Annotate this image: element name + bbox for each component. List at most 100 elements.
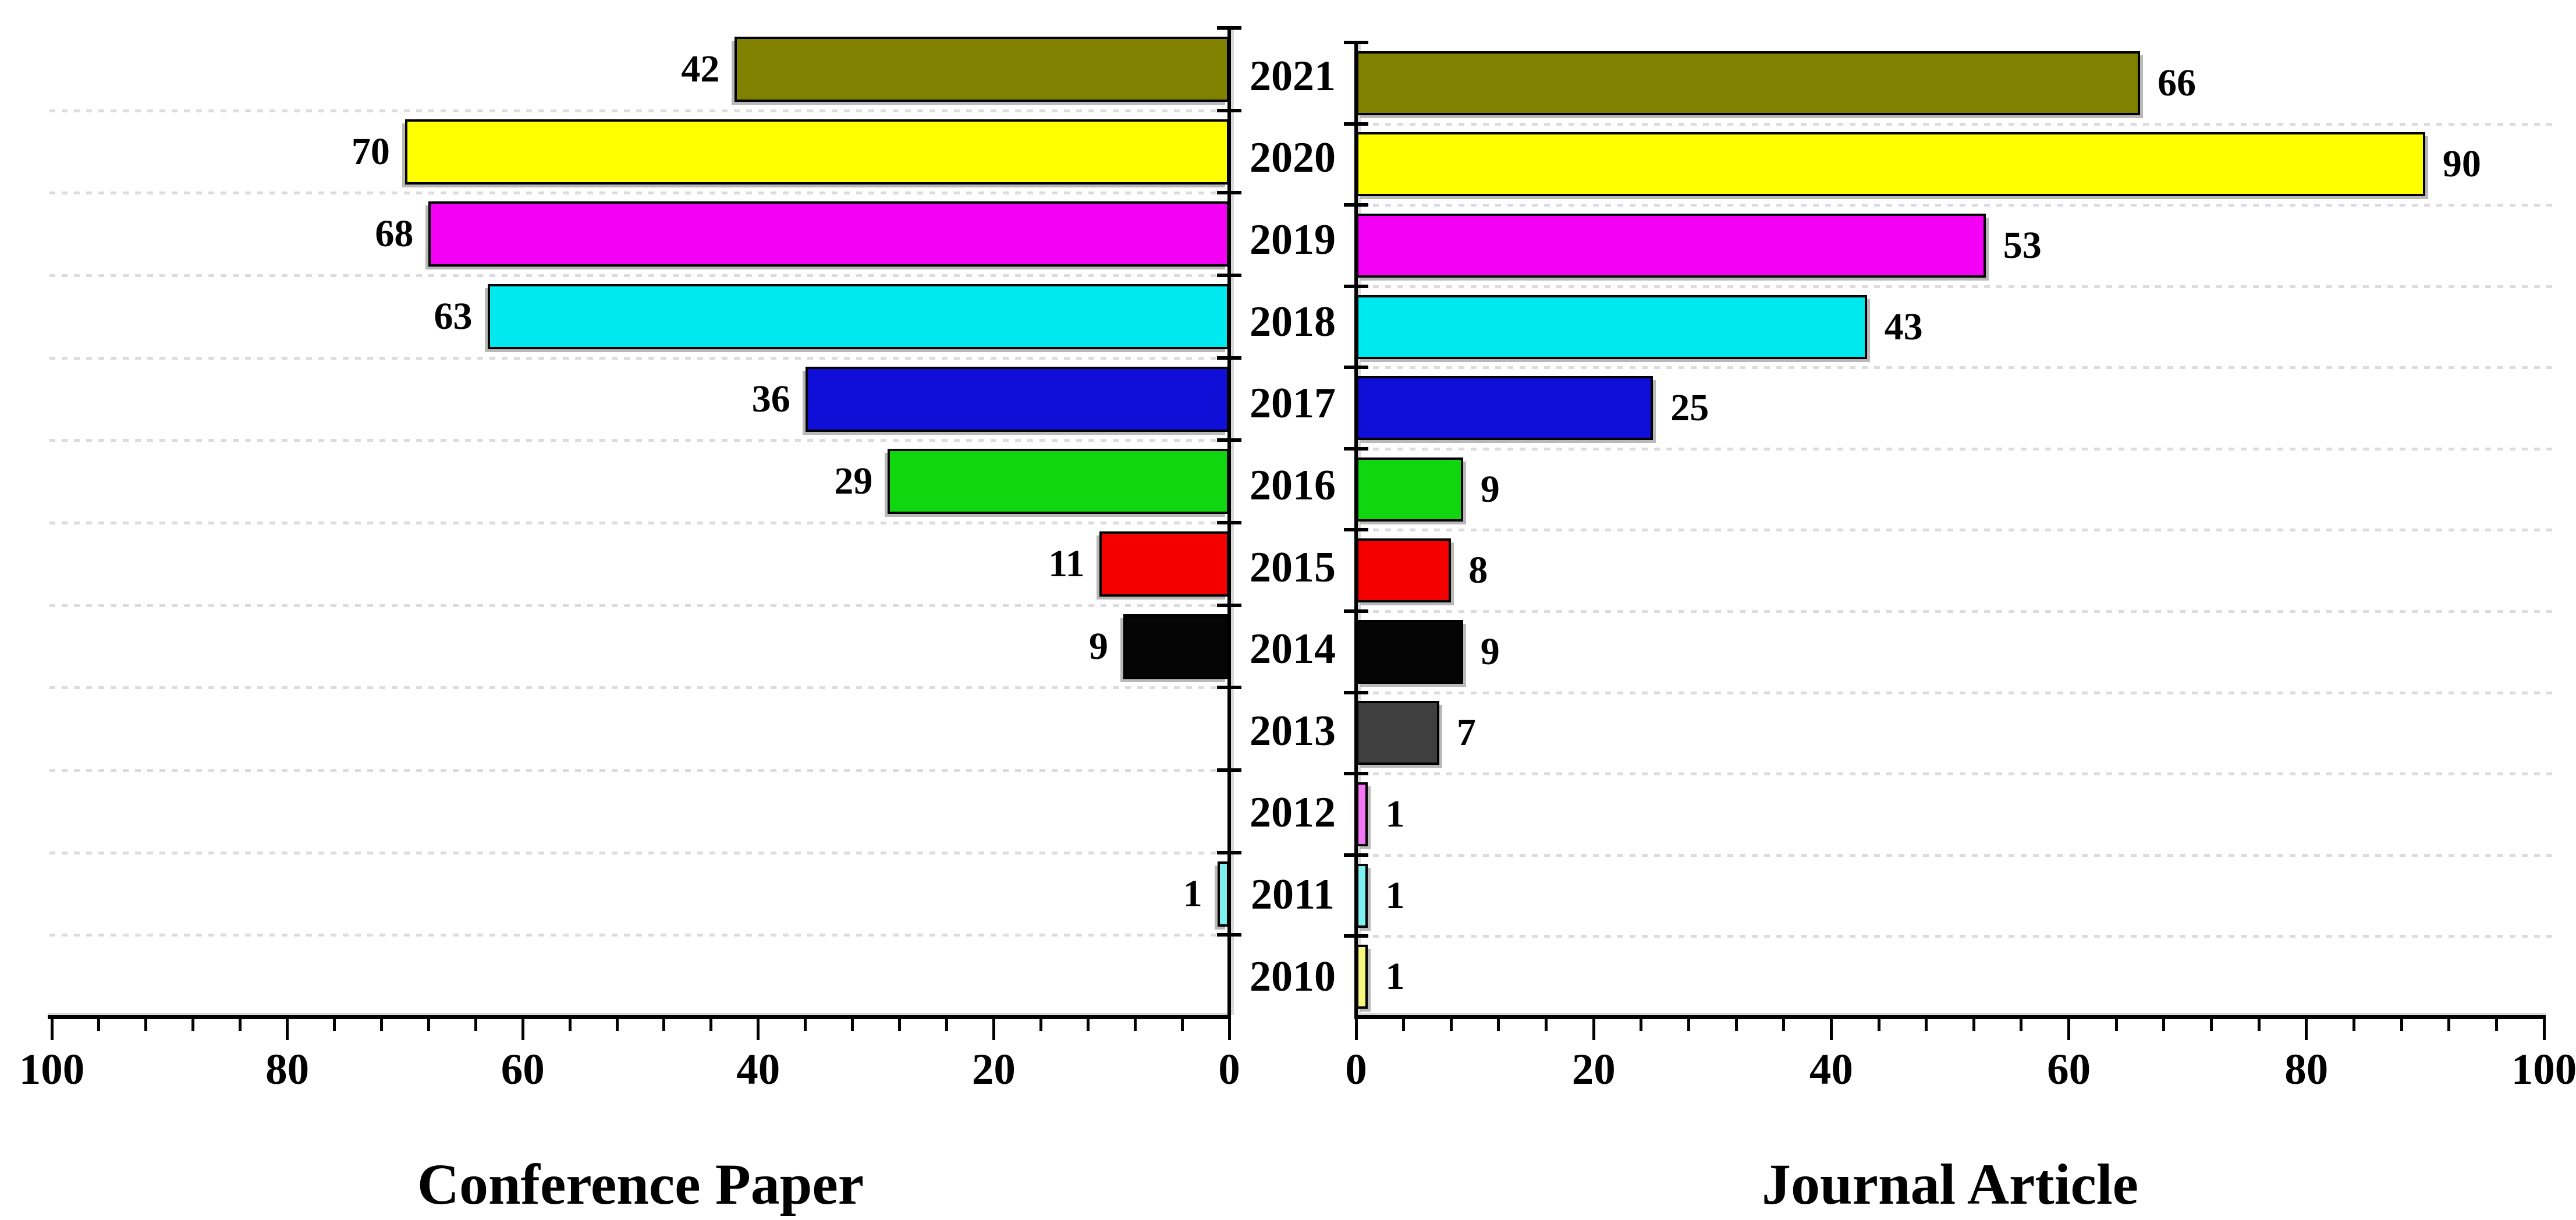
gridline-right [1361,529,2556,532]
right-axis-tick [1344,446,1368,451]
right-axis-tick-label: 80 [2284,1045,2329,1094]
gridline-right [1361,285,2556,288]
right-axis-major-tick [1592,1019,1595,1040]
left-axis-tick [1217,356,1241,360]
year-label-2021: 2021 [1250,52,1336,100]
left-axis-minor-tick [239,1019,242,1031]
bar-2018-journal [1356,295,1867,359]
year-label-2016: 2016 [1250,461,1336,509]
left-axis-minor-tick [709,1019,713,1031]
gridline-left [49,356,1225,360]
right-axis-shadow [1358,41,1361,1015]
bar-2014-journal [1356,619,1463,684]
bar-2015-journal [1356,538,1452,603]
value-label-journal-2017: 25 [1670,386,1709,430]
bar-2019-journal [1356,213,1986,278]
right-axis-tick [1344,609,1368,613]
left-axis-minor-tick [97,1019,101,1031]
gridline-right [1361,122,2556,126]
left-axis-tick [1217,438,1241,442]
right-axis-tick [1344,284,1368,288]
bar-2018-conference [487,283,1229,349]
right-axis-tick-label: 20 [1571,1045,1616,1094]
right-axis-minor-tick [1782,1019,1786,1031]
right-axis-tick [1344,122,1368,126]
value-label-conference-2019: 68 [375,212,414,256]
right-axis-tick-label: 40 [1809,1045,1853,1094]
left-axis-minor-tick [945,1019,948,1031]
right-axis-tick [1344,528,1368,532]
left-axis-tick-label: 20 [971,1045,1016,1094]
gridline-left [49,851,1225,854]
left-axis-tick [1217,26,1241,30]
value-label-journal-2021: 66 [2158,61,2197,104]
right-axis-minor-tick [2257,1019,2261,1031]
left-axis-minor-tick [144,1019,148,1031]
right-axis-minor-tick [1545,1019,1548,1031]
value-label-journal-2015: 8 [1468,549,1488,592]
left-axis-tick-label: 100 [19,1045,85,1094]
bar-2021-conference [735,36,1229,102]
bar-2019-conference [428,201,1229,267]
left-axis-tick [1217,686,1241,690]
right-axis-major-tick [1829,1019,1833,1040]
left-axis-major-tick [757,1019,760,1040]
right-axis-tick [1344,203,1368,207]
left-axis-major-tick [521,1019,524,1040]
left-axis-shadow [1231,26,1234,1015]
right-axis-minor-tick [1734,1019,1738,1031]
bar-2021-journal [1356,51,2141,115]
gridline-right [1361,447,2556,451]
left-axis-minor-tick [474,1019,477,1031]
left-axis-minor-tick [379,1019,383,1031]
left-axis-tick-label: 60 [501,1045,545,1094]
year-label-2014: 2014 [1250,625,1336,673]
value-label-conference-2018: 63 [434,295,473,338]
bar-2015-conference [1099,531,1229,597]
left-axis-minor-tick [1039,1019,1042,1031]
gridline-right [1361,772,2556,776]
value-label-conference-2017: 36 [751,377,790,420]
value-label-conference-2021: 42 [681,47,720,90]
right-axis-minor-tick [1402,1019,1406,1031]
bar-2020-journal [1356,132,2425,197]
gridline-right [1361,691,2556,694]
value-label-journal-2011: 1 [1385,874,1405,917]
year-label-2010: 2010 [1250,952,1336,1001]
gridline-right [1361,204,2556,207]
right-axis-tick [1344,690,1368,694]
right-axis-tick-label: 100 [2511,1045,2576,1094]
left-axis-major-tick [1227,1019,1231,1040]
right-axis-tick [1344,366,1368,370]
year-label-2012: 2012 [1250,789,1336,837]
right-axis-tick-label: 0 [1345,1045,1367,1094]
left-axis-minor-tick [568,1019,572,1031]
right-axis-minor-tick [2352,1019,2355,1031]
right-axis-minor-tick [1877,1019,1880,1031]
right-axis-minor-tick [2114,1019,2118,1031]
gridline-right [1361,853,2556,857]
year-label-2020: 2020 [1250,134,1336,182]
right-axis-tick [1344,853,1368,857]
left-axis-tick-label: 40 [736,1045,780,1094]
value-label-conference-2015: 11 [1048,542,1085,585]
year-label-2015: 2015 [1250,543,1336,591]
right-axis-minor-tick [2210,1019,2213,1031]
left-axis-tick [1217,933,1241,937]
left-panel-title: Conference Paper [417,1152,864,1217]
bar-2017-conference [805,366,1229,432]
gridline-left [49,191,1225,195]
left-axis-minor-tick [804,1019,807,1031]
bar-2014-conference [1123,613,1229,679]
value-label-journal-2019: 53 [2003,224,2042,267]
gridline-left [49,274,1225,277]
right-axis-minor-tick [1687,1019,1690,1031]
left-axis-tick-label: 0 [1218,1045,1240,1094]
right-axis-major-tick [2067,1019,2071,1040]
left-axis-tick [1217,108,1241,112]
left-axis-minor-tick [427,1019,430,1031]
value-label-journal-2012: 1 [1385,793,1405,836]
right-axis-minor-tick [2447,1019,2451,1031]
right-axis-major-tick [1354,1019,1358,1040]
